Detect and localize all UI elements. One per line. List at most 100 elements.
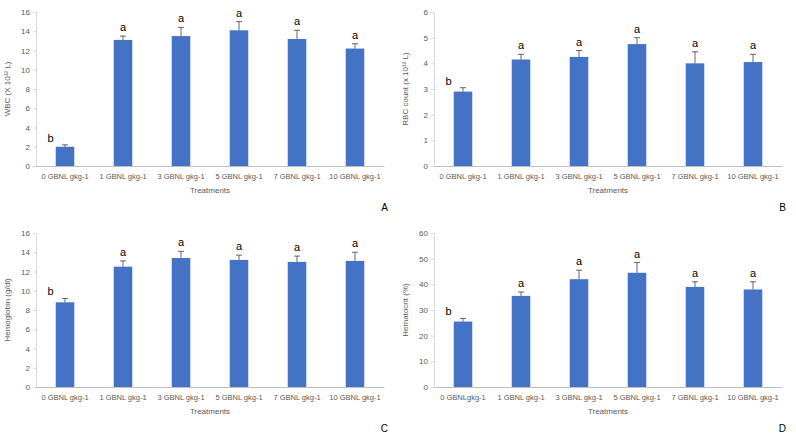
x-tick: 0 GBNLgkg-1 [440,387,485,402]
error-bar-cap [352,43,358,44]
y-tick: 2 [26,143,36,152]
y-axis-line [431,234,435,388]
error-bar-cap [294,256,300,257]
significance-letter: b [48,285,54,297]
y-tick-label: 0 [26,162,31,171]
y-tick: 4 [26,124,36,133]
error-bar-stem [65,298,66,302]
y-axis-line [33,234,37,388]
y-tick: 16 [21,229,36,238]
y-tick: 6 [26,325,36,334]
bar [172,258,191,387]
error-bar-cap [460,318,466,319]
marks [454,38,763,166]
y-axis-title: Hematocrit (%) [401,283,410,337]
bar [288,39,307,166]
y-tick: 2 [26,364,36,373]
bar [686,63,705,166]
error-bar-stem [637,38,638,44]
bar [230,260,249,387]
x-tick: 1 GBNL gkg-1 [99,166,146,181]
x-tick: 5 GBNL gkg-1 [215,387,262,402]
y-tick-mark [33,31,36,32]
y-tick-mark [33,387,36,388]
x-tick: 0 GBNL gkg-1 [41,387,88,402]
marks [56,22,365,166]
x-tick: 7 GBNL gkg-1 [671,166,718,181]
x-tick-label: 10 GBNL gkg-1 [329,393,380,402]
x-axis-line [37,387,385,388]
bar [172,36,191,166]
significance-letter: a [236,7,243,19]
x-tick-label: 7 GBNL gkg-1 [671,172,718,181]
y-tick-label: 16 [21,229,30,238]
error-bar [236,22,242,31]
y-tick-label: 40 [419,280,428,289]
y-tick: 1 [424,136,434,145]
error-bar-stem [239,255,240,260]
y-tick-label: 2 [424,111,429,120]
error-bar-stem [355,252,356,261]
error-bar-stem [463,88,464,92]
significance-letter: a [518,277,525,289]
error-bar [634,38,640,44]
error-bar-stem [181,27,182,36]
y-tick-mark [431,336,434,337]
y-tick-mark [33,252,36,253]
error-bar [460,88,466,92]
x-tick-label: 5 GBNL gkg-1 [215,172,262,181]
y-tick-mark [33,147,36,148]
error-bar-cap [62,298,68,299]
error-bar-cap [352,252,358,253]
y-tick-mark [431,12,434,13]
bar [114,267,133,387]
y-tick-label: 5 [424,34,429,43]
x-tick: 0 GBNL gkg-1 [41,166,88,181]
error-bar [750,54,756,62]
y-tick-label: 6 [26,104,31,113]
y-tick-label: 2 [26,364,31,373]
x-tick: 7 GBNL gkg-1 [273,387,320,402]
y-tick: 14 [21,248,36,257]
y-axis-line [431,13,435,167]
x-tick-label: 0 GBNL gkg-1 [439,172,486,181]
error-bar-cap [120,36,126,37]
error-bar-cap [692,51,698,52]
error-bar-cap [178,27,184,28]
y-tick: 60 [419,229,434,238]
significance-letter: a [634,248,641,260]
y-tick: 40 [419,280,434,289]
x-tick-label: 10 GBNL gkg-1 [727,172,778,181]
significance-letter: a [178,12,185,24]
significance-letter: b [446,305,452,317]
error-bar [294,256,300,262]
x-axis: 0 GBNL gkg-11 GBNL gkg-13 GBNL gkg-15 GB… [435,166,783,181]
error-bar-cap [576,50,582,51]
significance-letter: a [750,267,757,279]
x-tick: 5 GBNL gkg-1 [613,166,660,181]
x-tick: 5 GBNL gkg-1 [215,166,262,181]
x-tick-label: 5 GBNL gkg-1 [613,393,660,402]
error-bar-cap [518,54,524,55]
significance-letter: a [352,237,359,249]
y-tick: 10 [21,287,36,296]
x-axis: 0 GBNL gkg-11 GBNL gkg-13 GBNL gkg-15 GB… [37,166,385,181]
y-tick-mark [431,115,434,116]
bar [570,57,589,166]
y-tick-mark [33,329,36,330]
x-tick: 10 GBNL gkg-1 [727,387,778,402]
y-tick-label: 8 [26,85,31,94]
y-tick-mark [431,284,434,285]
error-bar [120,36,126,40]
panel-label: D [779,423,786,434]
y-tick-label: 12 [21,47,30,56]
y-tick: 0 [26,383,36,392]
panel-label: C [381,423,388,434]
error-bar [352,44,358,49]
y-tick-label: 10 [21,66,30,75]
error-bar-stem [753,282,754,290]
error-bar-stem [695,52,696,64]
error-bar [576,51,582,57]
y-tick: 6 [424,8,434,17]
y-tick-mark [431,140,434,141]
